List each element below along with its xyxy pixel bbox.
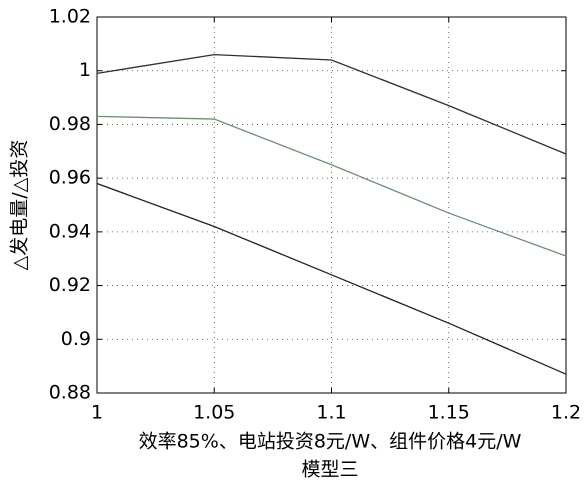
y-axis-label: △发电量/△投资 <box>9 140 31 271</box>
y-tick-label: 0.98 <box>49 113 91 135</box>
plot-frame <box>96 16 567 394</box>
y-tick-label: 1.02 <box>49 6 91 28</box>
y-tick-label: 0.9 <box>61 328 91 350</box>
x-axis-label: 效率85%、电站投资8元/W、组件价格4元/W <box>139 431 522 453</box>
series-line <box>96 115 567 257</box>
y-tick-label: 0.88 <box>49 382 91 404</box>
y-tick-label: 0.92 <box>49 274 91 296</box>
series-line <box>96 182 567 375</box>
x-tick-label: 1.05 <box>193 402 235 424</box>
x-tick-label: 1 <box>91 402 103 424</box>
series-line <box>96 53 567 155</box>
y-tick-label: 0.96 <box>49 167 91 189</box>
caption: 模型三 <box>301 459 358 481</box>
x-tick-label: 1.1 <box>316 402 346 424</box>
x-tick-label: 1.2 <box>551 402 581 424</box>
y-tick-label: 1 <box>79 59 91 81</box>
x-tick-label: 1.15 <box>428 402 470 424</box>
y-tick-label: 0.94 <box>49 220 91 242</box>
